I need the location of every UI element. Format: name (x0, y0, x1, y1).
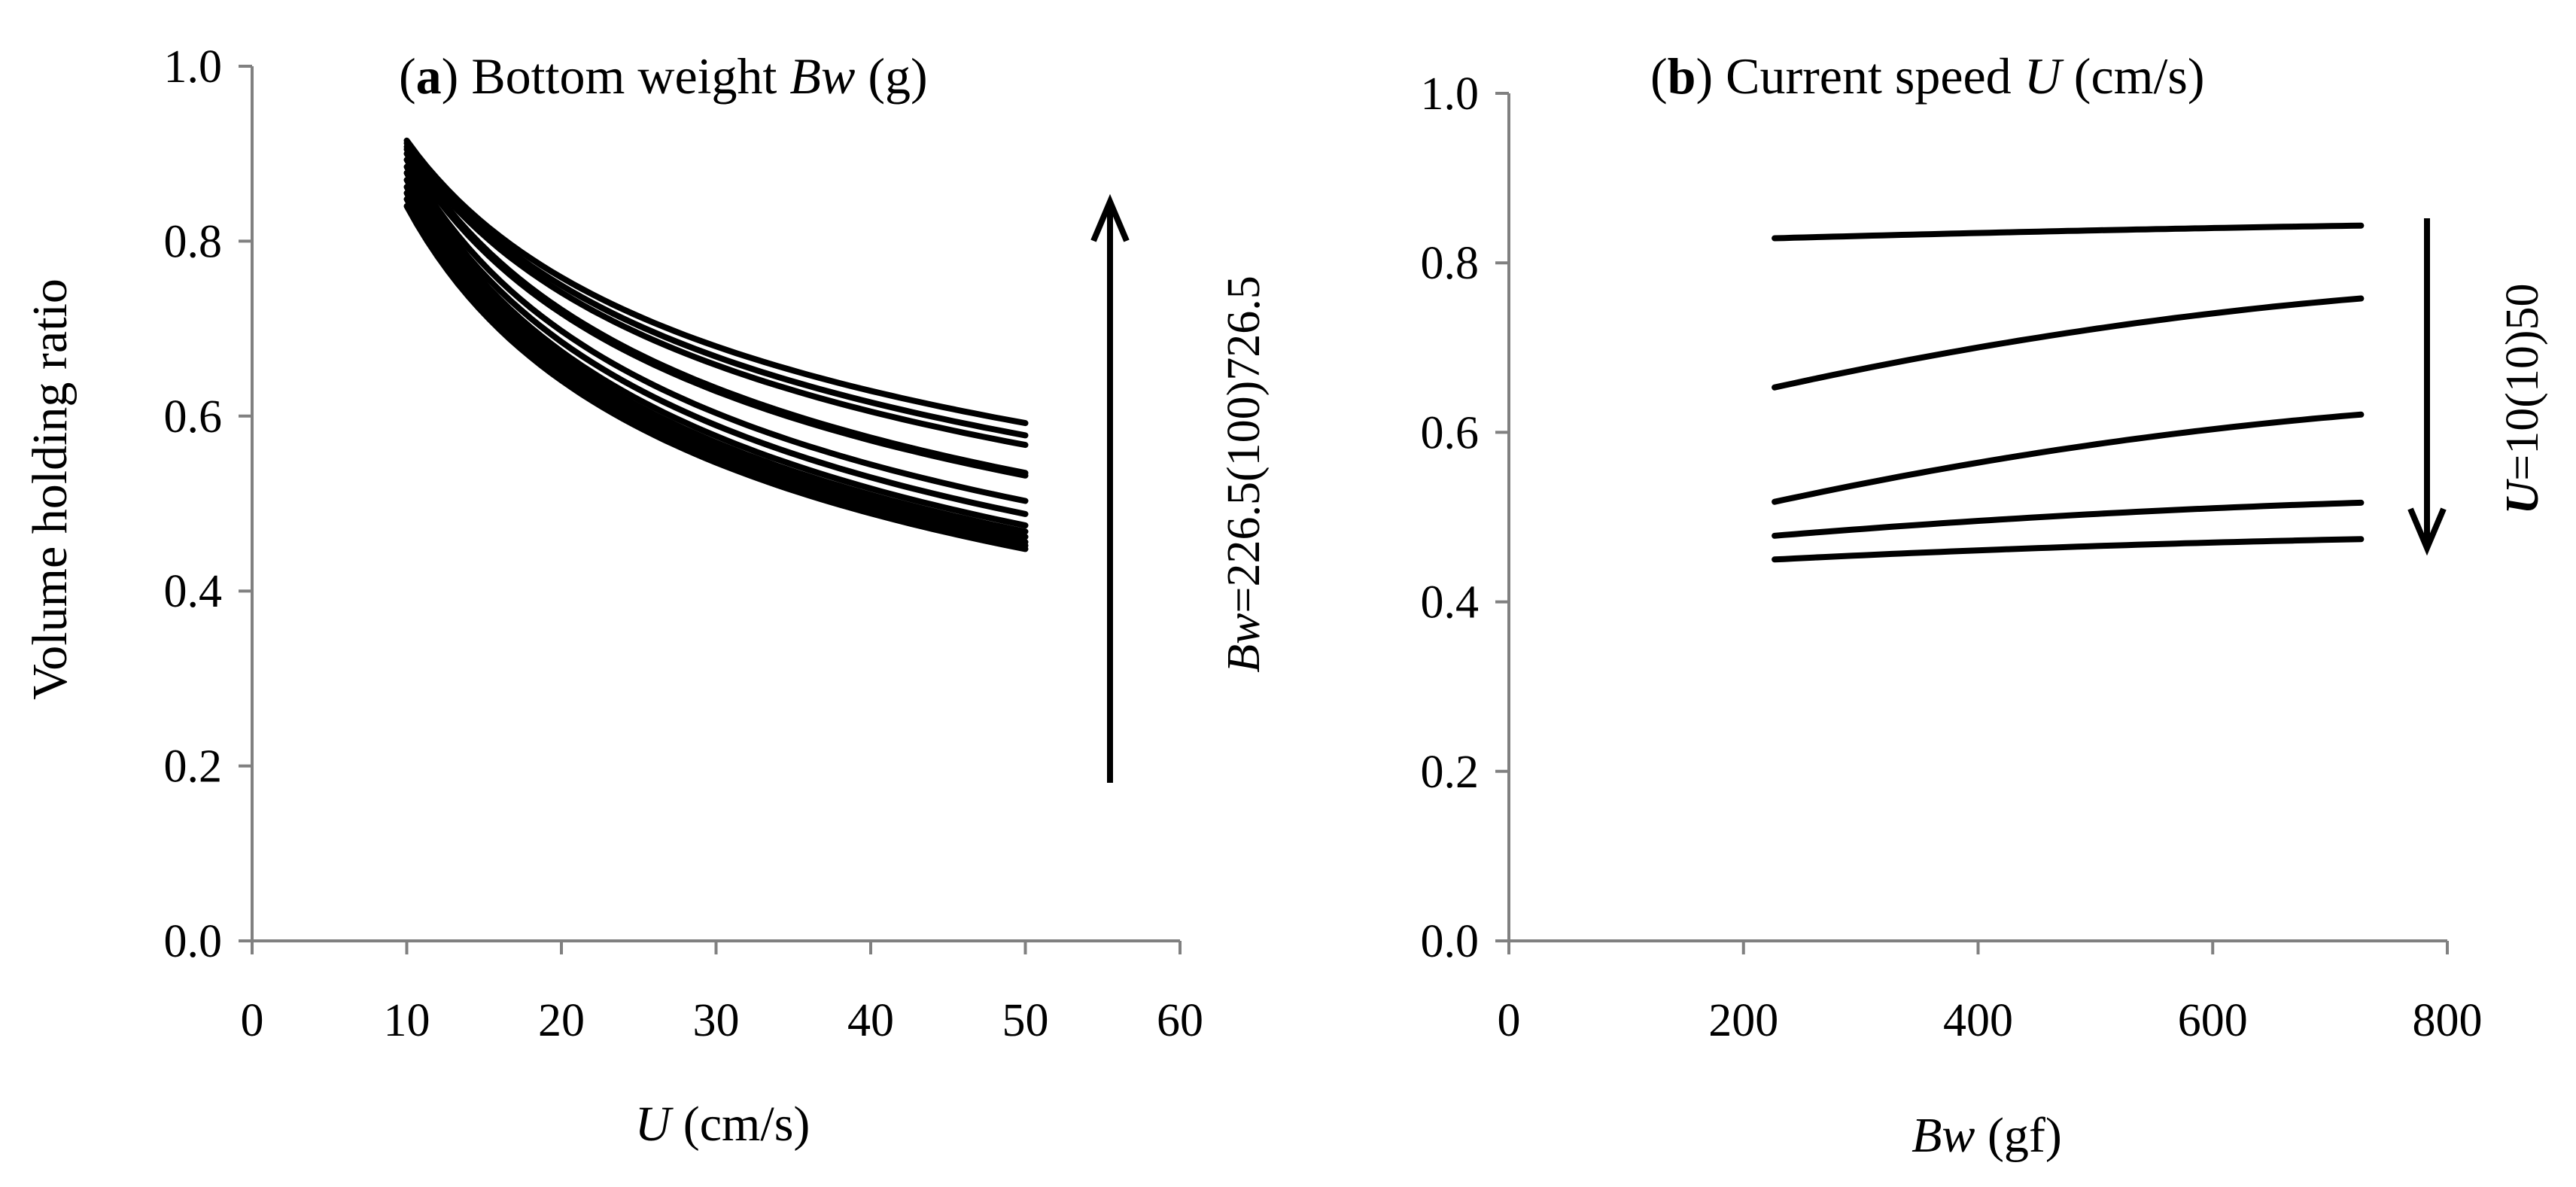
panel-b-annotation-var: U (2497, 479, 2548, 515)
panel-a-x-axis-title: U (cm/s) (635, 1097, 811, 1152)
panel-a-annotation-text: =226.5(100)726.5 (1218, 275, 1270, 613)
panel-b-y-tick-label: 0.0 (1421, 916, 1480, 967)
panel-a-annotation-var: Bw (1218, 613, 1270, 673)
panel-a-title-letter: a (416, 47, 442, 105)
panel-b-series-line (1772, 536, 2365, 563)
panel-a-series-line (403, 196, 1029, 549)
panel-b-x-axis-unit: (gf) (1975, 1108, 2061, 1163)
panel-b-series-line (1772, 295, 2365, 391)
panel-a-title-var: Bw (789, 47, 855, 105)
panel-a-y-tick-label: 0.8 (164, 216, 223, 267)
panel-a-arrow-head (1090, 193, 1130, 242)
panel-a-x-tick-label: 40 (847, 995, 894, 1046)
panel-b-ticks: 0.0 0.2 0.4 0.6 0.8 1.0 0 200 400 600 800 (1421, 68, 2483, 1046)
panel-a-x-tick-label: 50 (1002, 995, 1049, 1046)
panel-a-y-tick-label: 0.4 (164, 566, 223, 617)
panel-b-title-text: Current speed (1713, 47, 2024, 105)
panel-b-y-tick-label: 0.2 (1421, 747, 1480, 798)
panel-a-x-tick-label: 10 (384, 995, 430, 1046)
panel-a-y-tick-label: 1.0 (164, 41, 223, 93)
panel-a-y-axis-title: Volume holding ratio (23, 278, 78, 700)
panel-b-annotation: U=10(10)50 (2497, 283, 2548, 514)
panel-a-series-line (403, 169, 1029, 529)
panel-b-x-tick-label: 600 (2178, 995, 2248, 1046)
panel-a-series-line (403, 143, 1029, 449)
panel-b-arrow (2407, 218, 2447, 556)
panel-b-x-axis-var: Bw (1911, 1108, 1975, 1163)
panel-a-series-line (403, 140, 1029, 439)
panel-a-arrow (1090, 193, 1130, 783)
panel-b-arrow-head (2407, 507, 2447, 556)
panel-b-series-line (1772, 411, 2365, 505)
panel-a-y-tick-label: 0.2 (164, 741, 223, 793)
panel-b-x-tick-label: 0 (1498, 995, 1521, 1046)
panel-b-x-axis-title: Bw (gf) (1911, 1108, 2062, 1163)
panel-b-x-tick-label: 200 (1708, 995, 1778, 1046)
panel-a-curves (403, 137, 1029, 552)
panel-a-series-line (403, 137, 1029, 427)
panel-b-y-tick-label: 0.6 (1421, 407, 1480, 458)
panel-b-title: (b) Current speed U (cm/s) (1650, 47, 2205, 105)
panel-a-y-tick-label: 0.6 (164, 391, 223, 443)
panel-a-series-line (403, 190, 1029, 546)
panel-b-title-letter: b (1668, 47, 1696, 105)
panel-b-series-line (1772, 499, 2365, 539)
panel-b-title-unit: (cm/s) (2061, 47, 2205, 105)
panel-a-x-tick-label: 60 (1157, 995, 1203, 1046)
panel-b: 0.0 0.2 0.4 0.6 0.8 1.0 0 200 400 600 800 (b) Curr… (1421, 47, 2549, 1163)
panel-a-x-tick-label: 0 (241, 995, 264, 1046)
panel-a: 0.0 0.2 0.4 0.6 0.8 1.0 0 10 20 30 40 50 60 (a) Bott… (23, 41, 1270, 1152)
panel-b-annotation-text: =10(10)50 (2497, 283, 2548, 480)
panel-a-x-tick-label: 20 (538, 995, 585, 1046)
panel-b-y-tick-label: 1.0 (1421, 68, 1480, 120)
panel-a-annotation: Bw=226.5(100)726.5 (1218, 275, 1270, 673)
panel-b-y-tick-label: 0.4 (1421, 577, 1480, 629)
panel-a-series-line (403, 177, 1029, 535)
panel-a-series-line (403, 157, 1029, 504)
panel-a-ticks: 0.0 0.2 0.4 0.6 0.8 1.0 0 10 20 30 40 50 60 (164, 41, 1204, 1046)
panel-a-title-text: Bottom weight (458, 47, 789, 105)
panel-a-series-line (403, 202, 1029, 552)
panel-a-series-line (403, 146, 1029, 476)
panel-b-y-tick-label: 0.8 (1421, 238, 1480, 289)
panel-a-title: (a) Bottom weight Bw (g) (399, 47, 928, 105)
panel-b-title-var: U (2024, 47, 2064, 105)
panel-a-x-axis-unit: (cm/s) (671, 1097, 810, 1152)
panel-a-series-line (403, 163, 1029, 517)
panel-a-y-tick-label: 0.0 (164, 916, 223, 967)
panel-b-x-tick-label: 800 (2413, 995, 2483, 1046)
panel-a-title-unit: (g) (855, 47, 927, 105)
panel-b-series-line (1772, 222, 2365, 242)
panel-b-curves (1772, 222, 2365, 563)
panel-a-x-tick-label: 30 (693, 995, 740, 1046)
panel-a-series-line (403, 184, 1029, 540)
panel-b-x-tick-label: 400 (1943, 995, 2013, 1046)
panel-a-x-axis-var: U (635, 1097, 674, 1152)
